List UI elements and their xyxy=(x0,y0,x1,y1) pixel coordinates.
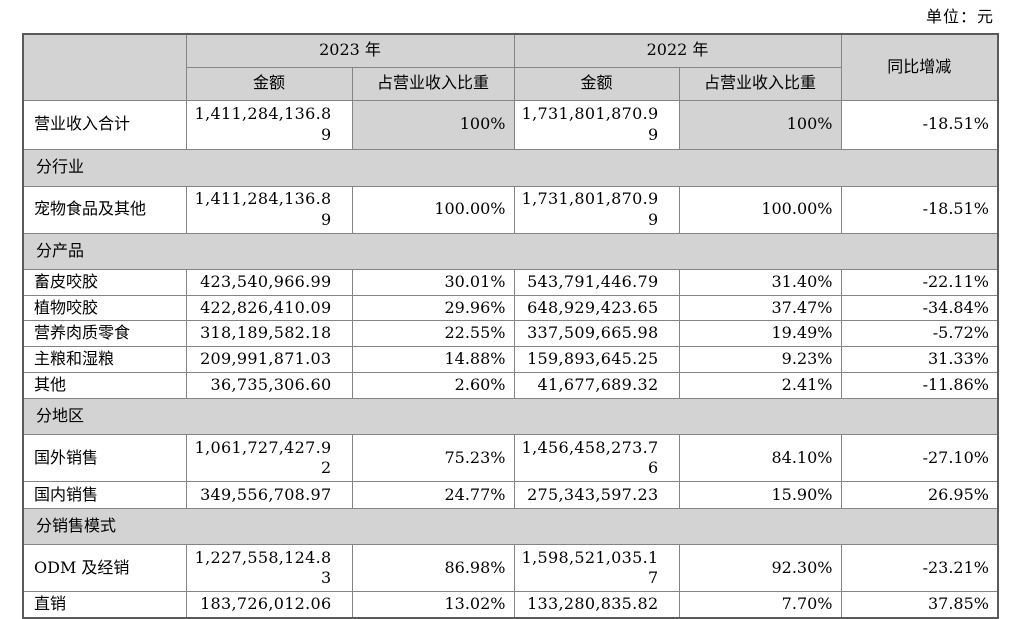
yoy-value: -5.72% xyxy=(840,320,999,348)
amount-2023: 423,540,966.99 xyxy=(185,268,353,296)
table-row: 国外销售 1,061,727,427.92 75.23% 1,456,458,2… xyxy=(22,434,999,483)
section-label: 分行业 xyxy=(22,148,999,187)
amount-2022: 648,929,423.65 xyxy=(513,294,680,322)
table-header-row-years: 2023 年 2022 年 同比增减 xyxy=(22,33,999,101)
amount-2022: 1,731,801,870.99 xyxy=(513,185,680,234)
section-row: 分地区 xyxy=(22,398,999,436)
yoy-value: -18.51% xyxy=(840,99,999,150)
amount-header-2022: 金额 xyxy=(513,66,680,101)
ratio-2023: 22.55% xyxy=(351,320,515,348)
ratio-2023: 100% xyxy=(351,99,515,150)
ratio-header-2023: 占营业收入比重 xyxy=(351,66,515,101)
yoy-value: 26.95% xyxy=(840,481,999,510)
ratio-2022: 2.41% xyxy=(678,372,842,400)
table-row: ODM 及经销 1,227,558,124.83 86.98% 1,598,52… xyxy=(22,544,999,593)
ratio-2023: 30.01% xyxy=(351,268,515,296)
ratio-2022: 7.70% xyxy=(678,591,842,619)
table-row: 营养肉质零食 318,189,582.18 22.55% 337,509,665… xyxy=(22,320,999,348)
yoy-value: 31.33% xyxy=(840,346,999,374)
section-row: 分产品 xyxy=(22,232,999,270)
ratio-2022: 15.90% xyxy=(678,481,842,510)
ratio-2022: 31.40% xyxy=(678,268,842,296)
row-label: 植物咬胶 xyxy=(22,294,187,322)
amount-2022: 133,280,835.82 xyxy=(513,591,680,619)
section-label: 分地区 xyxy=(22,398,999,436)
row-label: 国外销售 xyxy=(22,434,187,483)
row-label: ODM 及经销 xyxy=(22,544,187,593)
amount-2022: 159,893,645.25 xyxy=(513,346,680,374)
amount-2023: 1,411,284,136.89 xyxy=(185,99,353,150)
table-header-row-metrics: 金额 占营业收入比重 金额 占营业收入比重 xyxy=(23,66,998,101)
ratio-2023: 86.98% xyxy=(351,544,515,593)
table-row: 植物咬胶 422,826,410.09 29.96% 648,929,423.6… xyxy=(22,294,999,322)
row-label: 主粮和湿粮 xyxy=(22,346,187,374)
amount-2022: 1,731,801,870.99 xyxy=(513,99,680,150)
amount-2022: 1,456,458,273.76 xyxy=(513,434,680,483)
row-label: 营业收入合计 xyxy=(22,99,187,150)
ratio-2023: 75.23% xyxy=(351,434,515,483)
ratio-2022: 19.49% xyxy=(678,320,842,348)
ratio-2023: 14.88% xyxy=(351,346,515,374)
ratio-2022: 37.47% xyxy=(678,294,842,322)
amount-2023: 36,735,306.60 xyxy=(185,372,353,400)
ratio-2023: 13.02% xyxy=(351,591,515,619)
yoy-value: -34.84% xyxy=(840,294,999,322)
row-label: 直销 xyxy=(22,591,187,619)
amount-2023: 1,227,558,124.83 xyxy=(185,544,353,593)
corner-cell xyxy=(22,33,187,101)
ratio-2023: 2.60% xyxy=(351,372,515,400)
yoy-value: -11.86% xyxy=(840,372,999,400)
amount-2023: 422,826,410.09 xyxy=(185,294,353,322)
amount-header-2023: 金额 xyxy=(185,66,353,101)
yoy-value: -22.11% xyxy=(840,268,999,296)
section-row: 分销售模式 xyxy=(22,508,999,546)
yoy-header: 同比增减 xyxy=(840,33,999,101)
amount-2022: 1,598,521,035.17 xyxy=(513,544,680,593)
year-2023-header: 2023 年 xyxy=(185,33,515,68)
section-label: 分产品 xyxy=(22,232,999,270)
table-row: 宠物食品及其他 1,411,284,136.89 100.00% 1,731,8… xyxy=(22,185,999,234)
ratio-2023: 29.96% xyxy=(351,294,515,322)
yoy-value: -27.10% xyxy=(840,434,999,483)
amount-2023: 209,991,871.03 xyxy=(185,346,353,374)
amount-2022: 41,677,689.32 xyxy=(513,372,680,400)
table-row: 国内销售 349,556,708.97 24.77% 275,343,597.2… xyxy=(22,481,999,510)
amount-2022: 543,791,446.79 xyxy=(513,268,680,296)
section-label: 分销售模式 xyxy=(22,508,999,546)
row-label: 营养肉质零食 xyxy=(22,320,187,348)
year-2022-header: 2022 年 xyxy=(513,33,842,68)
table-row: 其他 36,735,306.60 2.60% 41,677,689.32 2.4… xyxy=(22,372,999,400)
table-row: 畜皮咬胶 423,540,966.99 30.01% 543,791,446.7… xyxy=(22,268,999,296)
ratio-2022: 92.30% xyxy=(678,544,842,593)
row-label: 宠物食品及其他 xyxy=(22,185,187,234)
amount-2022: 275,343,597.23 xyxy=(513,481,680,510)
yoy-value: -18.51% xyxy=(840,185,999,234)
row-label: 其他 xyxy=(22,372,187,400)
table-row: 主粮和湿粮 209,991,871.03 14.88% 159,893,645.… xyxy=(22,346,999,374)
ratio-2022: 100% xyxy=(678,99,842,150)
yoy-value: -23.21% xyxy=(840,544,999,593)
revenue-breakdown-table: 2023 年 2022 年 同比增减 金额 占营业收入比重 金额 占营业收入比重… xyxy=(22,33,999,619)
amount-2023: 349,556,708.97 xyxy=(185,481,353,510)
yoy-value: 37.85% xyxy=(840,591,999,619)
table-row: 直销 183,726,012.06 13.02% 133,280,835.82 … xyxy=(22,591,999,619)
section-row: 分行业 xyxy=(22,148,999,187)
amount-2023: 183,726,012.06 xyxy=(185,591,353,619)
unit-label: 单位：元 xyxy=(925,7,994,26)
ratio-2023: 100.00% xyxy=(351,185,515,234)
amount-2023: 1,061,727,427.92 xyxy=(185,434,353,483)
ratio-2022: 84.10% xyxy=(678,434,842,483)
amount-2022: 337,509,665.98 xyxy=(513,320,680,348)
ratio-2022: 9.23% xyxy=(678,346,842,374)
row-label: 国内销售 xyxy=(22,481,187,510)
ratio-2022: 100.00% xyxy=(678,185,842,234)
table-row: 营业收入合计 1,411,284,136.89 100% 1,731,801,8… xyxy=(22,99,999,150)
row-label: 畜皮咬胶 xyxy=(22,268,187,296)
amount-2023: 318,189,582.18 xyxy=(185,320,353,348)
amount-2023: 1,411,284,136.89 xyxy=(185,185,353,234)
ratio-2023: 24.77% xyxy=(351,481,515,510)
ratio-header-2022: 占营业收入比重 xyxy=(678,66,842,101)
